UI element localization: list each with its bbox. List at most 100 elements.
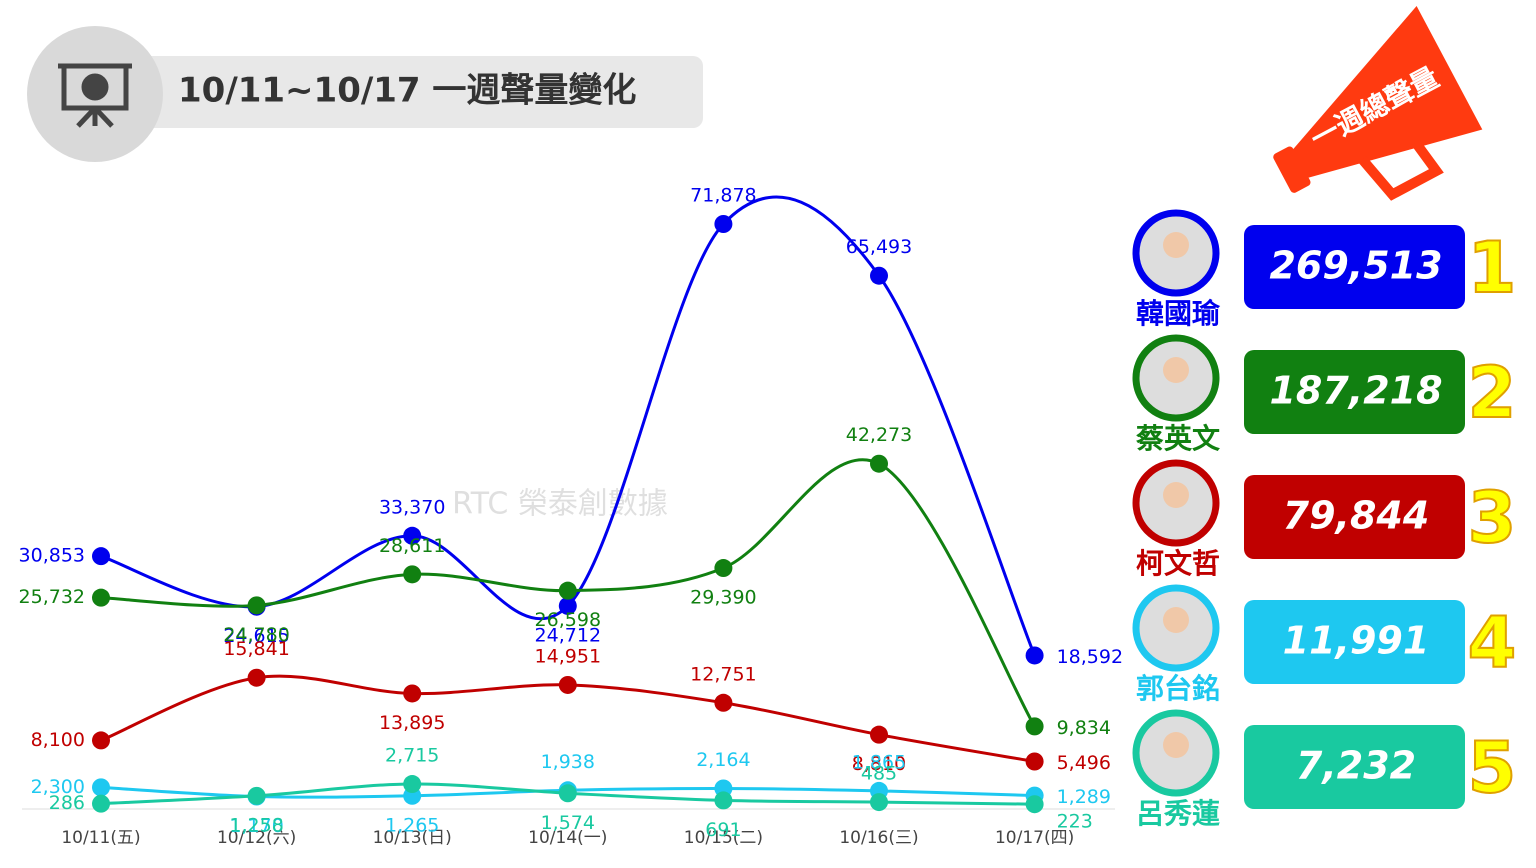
candidate-name: 郭台銘 [1136,672,1220,705]
value-label: 485 [861,763,897,785]
total-box [1244,350,1465,434]
value-label: 24,712 [535,624,601,646]
avatar-head [1163,607,1189,633]
value-label: 1,170 [229,815,283,837]
data-point [870,266,888,285]
avatar-head [1163,482,1189,508]
data-point [92,588,110,607]
value-label: 65,493 [846,236,912,258]
value-label: 1,258 [229,814,283,836]
ranking-panel: 韓國瑜 269,513 1 蔡英文 187,218 2 柯文哲 79,844 3 郭台銘 11,99… [1132,209,1517,830]
x-tick-label: 10/13(日) [373,828,452,848]
data-point [558,581,577,600]
x-tick-label: 10/14(一) [528,828,607,848]
data-point [92,794,110,813]
value-label: 24,780 [223,624,289,646]
value-label: 691 [705,819,741,841]
data-point [1025,646,1044,665]
x-tick-label: 10/16(三) [839,828,918,848]
megaphone: 一週總聲量 [1273,5,1483,201]
candidate-name: 韓國瑜 [1136,297,1221,330]
value-label: 14,951 [535,645,601,667]
candidate-name: 蔡英文 [1136,422,1220,455]
total-label: 269,513 [1269,244,1442,288]
data-point [92,547,110,566]
data-point [870,793,888,812]
value-label: 24,615 [223,625,289,647]
candidate-name: 呂秀蓮 [1136,797,1220,830]
presentation-icon [58,63,132,128]
data-point [92,731,110,750]
data-point [1025,717,1044,736]
rank-label: 5 [1468,727,1517,809]
value-label: 15,841 [223,638,289,660]
rank-label: 2 [1468,352,1517,434]
value-label: 28,611 [379,535,445,557]
data-point [1025,752,1044,771]
x-tick-label: 10/15(二) [684,828,763,848]
value-label: 223 [1057,811,1093,833]
data-point [247,596,266,615]
value-label: 1,865 [852,751,906,773]
chart-title: 10/11~10/17 一週聲量變化 [178,71,636,111]
data-point [247,786,266,805]
data-point [403,526,422,545]
value-label: 1,574 [541,812,595,834]
data-point [714,693,733,712]
total-label: 79,844 [1283,494,1430,538]
data-point [403,684,422,703]
data-point [247,668,266,687]
title-bar [60,56,703,128]
value-label: 8,810 [852,753,906,775]
data-point [870,725,888,744]
value-label: 2,715 [385,745,439,767]
watermark: RTC 榮泰創數據 [452,487,668,522]
data-point [870,454,888,473]
rank-label: 4 [1468,602,1517,684]
value-label: 8,100 [31,729,85,751]
plot: 10/11(五) 10/12(六) 10/13(日) 10/14(一) 10/15(二)… [19,185,1124,849]
avatar-head [1163,732,1189,758]
value-label: 9,834 [1057,717,1111,739]
value-label: 1,265 [385,814,439,836]
value-label: 5,496 [1057,752,1111,774]
rank-label: 3 [1468,477,1517,559]
value-label: 33,370 [379,496,445,518]
data-point [558,596,577,615]
rank-label: 1 [1468,227,1517,309]
total-label: 187,218 [1269,369,1442,413]
data-point [403,565,422,584]
x-tick-label: 10/17(四) [995,828,1074,848]
x-tick-label: 10/12(六) [217,828,296,848]
avatar-head [1163,357,1189,383]
value-label: 2,164 [696,749,750,771]
total-box [1244,225,1465,309]
data-point [403,775,422,794]
x-tick-label: 10/11(五) [61,828,140,848]
value-label: 2,300 [31,776,85,798]
total-label: 11,991 [1283,619,1430,663]
total-label: 7,232 [1296,744,1416,788]
value-label: 1,938 [541,751,595,773]
total-box [1244,600,1465,684]
data-point [1025,795,1044,814]
total-box [1244,475,1465,559]
data-point [714,215,733,233]
data-point [714,791,733,810]
value-label: 18,592 [1057,646,1123,668]
value-label: 13,895 [379,712,445,734]
candidate-name: 柯文哲 [1136,547,1220,580]
value-label: 1,289 [1057,786,1111,808]
total-box [1244,725,1465,809]
value-label: 30,853 [19,545,85,567]
data-point [92,778,110,797]
value-label: 25,732 [19,586,85,608]
value-label: 42,273 [846,424,912,446]
avatar-head [1163,232,1189,258]
data-point [714,559,733,578]
value-label: 12,751 [690,663,756,685]
data-point [558,675,577,694]
data-point [558,784,577,803]
value-label: 71,878 [690,185,756,207]
